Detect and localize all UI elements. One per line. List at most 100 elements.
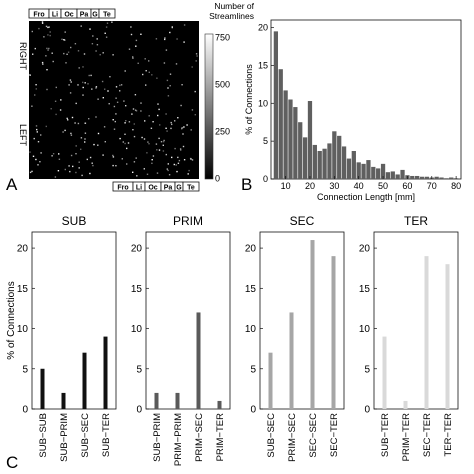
matrix-cell [132, 108, 135, 110]
matrix-cell [148, 115, 150, 117]
matrix-cell [102, 97, 104, 99]
matrix-cell [122, 141, 124, 143]
histogram-bar [312, 144, 317, 179]
matrix-cell [54, 176, 57, 178]
matrix-cell [195, 53, 198, 55]
matrix-cell [80, 137, 83, 139]
matrix-cell [171, 26, 173, 29]
histogram-bar [332, 131, 337, 179]
matrix-cell [147, 141, 149, 143]
matrix-cell [92, 164, 94, 167]
matrix-cell [103, 126, 106, 128]
matrix-cell [120, 84, 123, 86]
matrix-cell [143, 168, 145, 170]
bottom-lobe-label-te: Te [187, 185, 195, 192]
matrix-cell [176, 38, 178, 40]
matrix-cell [106, 22, 109, 24]
matrix-cell [115, 165, 117, 167]
matrix-cell [195, 60, 197, 62]
matrix-cell [125, 120, 127, 122]
matrix-cell [171, 156, 173, 159]
matrix-cell [119, 84, 121, 87]
matrix-cell [157, 114, 159, 117]
matrix-cell [70, 46, 72, 49]
y-tick-label: 10 [258, 98, 268, 108]
matrix-cell [36, 131, 38, 133]
matrix-cell [177, 162, 180, 164]
matrix-cell [97, 144, 99, 146]
matrix-cell [124, 122, 126, 124]
matrix-cell [111, 21, 113, 23]
lobe-bar-bottom: Fro Li Oc Pa G Te [112, 181, 200, 192]
matrix-cell [104, 32, 106, 34]
matrix-cell [191, 109, 194, 111]
matrix-cell [97, 98, 99, 100]
histogram-bar [424, 176, 430, 179]
histogram-bar [366, 160, 371, 179]
y-tick-label: 20 [245, 244, 257, 255]
matrix-cell [151, 159, 153, 161]
histogram-bar [395, 174, 400, 179]
top-lobe-label-fro: Fro [33, 12, 44, 19]
matrix-cell [63, 39, 65, 41]
matrix-cell [194, 114, 196, 116]
histogram-bar [444, 178, 449, 179]
bottom-lobe-label-oc: Oc [148, 185, 157, 192]
histogram-bar [322, 148, 327, 179]
matrix-cell [78, 167, 80, 169]
matrix-cell [173, 163, 175, 166]
matrix-cell [77, 122, 80, 125]
matrix-cell [132, 129, 134, 131]
y-tick-label: 5 [22, 364, 28, 375]
x-tick-label: 80 [451, 181, 461, 191]
matrix-cell [190, 158, 192, 160]
matrix-cell [75, 102, 77, 105]
matrix-cell [95, 86, 98, 88]
category-label: SUB−TER [101, 413, 112, 457]
matrix-cell [81, 174, 83, 177]
matrix-cell [140, 110, 142, 112]
matrix-cell [158, 149, 161, 151]
matrix-cell [74, 122, 76, 124]
matrix-cell [51, 155, 53, 157]
y-tick-label: 0 [364, 405, 370, 416]
matrix-cell [170, 127, 172, 130]
matrix-cell [29, 151, 31, 153]
bar [196, 312, 201, 409]
matrix-cell [115, 97, 117, 99]
bottom-lobe-box-te [182, 181, 200, 192]
matrix-cell [35, 88, 37, 90]
matrix-cell [42, 63, 44, 65]
matrix-cell [148, 60, 150, 62]
matrix-cell [156, 77, 158, 79]
bottom-lobe-label-pa: Pa [164, 185, 173, 192]
matrix-cell [54, 100, 57, 102]
matrix-cell [187, 173, 189, 175]
matrix-cell [133, 161, 136, 163]
matrix-cell [32, 155, 35, 157]
matrix-cell [71, 116, 74, 119]
matrix-cell [144, 58, 146, 60]
bar-chart-frame [259, 231, 345, 410]
matrix-cell [174, 147, 176, 150]
matrix-cell [75, 145, 77, 147]
matrix-cell [104, 141, 106, 143]
histogram-bar [439, 177, 444, 179]
matrix-cell [65, 62, 67, 64]
matrix-cell [77, 84, 79, 86]
matrix-cell [165, 113, 167, 115]
y-tick-label: 20 [359, 244, 371, 255]
matrix-cell [105, 36, 108, 38]
matrix-cell [91, 43, 94, 45]
matrix-cell [150, 127, 153, 129]
matrix-cell [182, 145, 185, 148]
matrix-cell [64, 129, 66, 132]
matrix-cell [115, 86, 118, 88]
matrix-cell [67, 119, 69, 121]
matrix-cell [152, 121, 154, 123]
y-tick-label: 15 [17, 284, 29, 295]
bar [175, 392, 180, 409]
bar-chart-ter: TER 0 5 10 15 20 SUB−TER PRIM−TER SEC−TER TER−TER [359, 214, 459, 461]
x-tick-label: 10 [281, 181, 291, 191]
